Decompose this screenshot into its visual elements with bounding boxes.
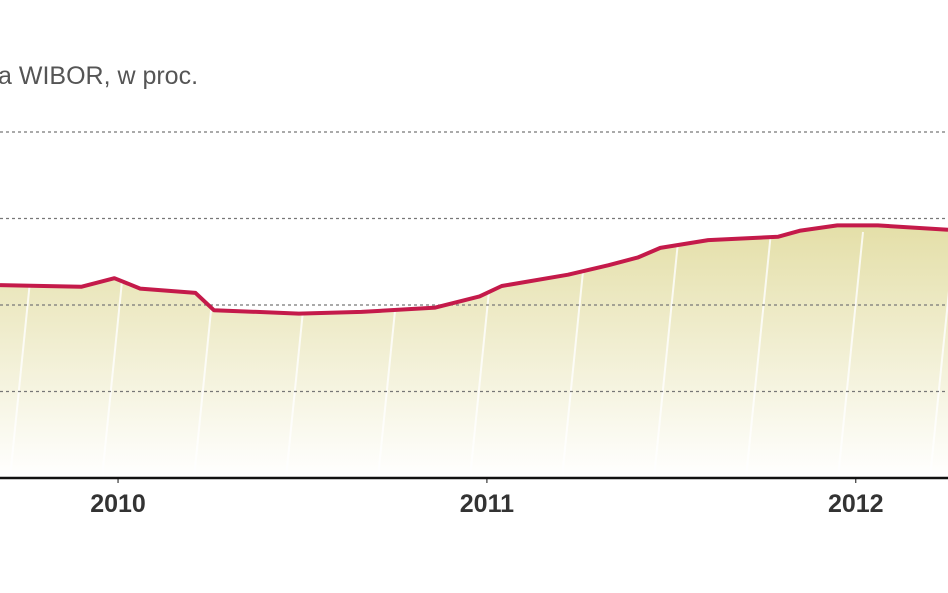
stripe xyxy=(469,231,496,479)
chart-subtitle: a WIBOR, w proc. xyxy=(0,62,198,90)
stripe xyxy=(653,231,680,479)
stripe xyxy=(377,231,404,479)
x-tick-label: 2011 xyxy=(460,490,514,518)
stripe xyxy=(9,231,36,479)
x-tick-label: 2012 xyxy=(828,490,884,518)
stripe xyxy=(285,231,312,479)
stripe xyxy=(101,231,128,479)
stripe xyxy=(837,231,864,479)
stripe xyxy=(745,231,772,479)
area-fill xyxy=(0,225,948,478)
stripe xyxy=(193,231,220,479)
stripe xyxy=(929,290,948,479)
x-tick-label: 2010 xyxy=(90,490,146,518)
line xyxy=(0,223,948,316)
